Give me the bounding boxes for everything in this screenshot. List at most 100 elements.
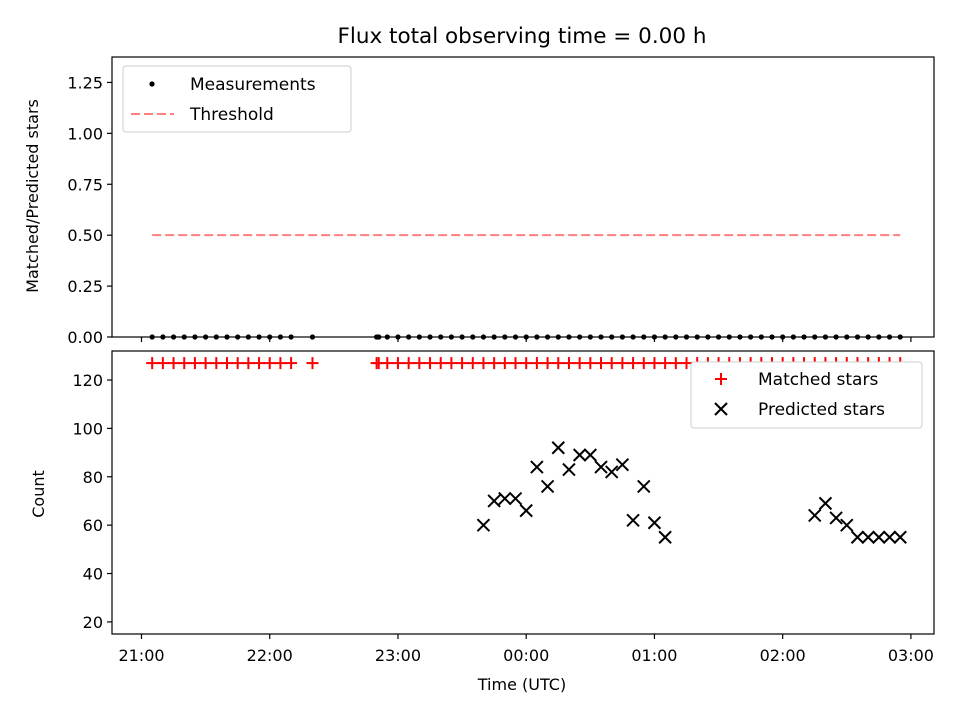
matched-star-marker: [488, 357, 501, 370]
matched-star-marker: [274, 357, 287, 370]
bottom-x-tick-label: 21:00: [118, 646, 164, 665]
bottom-y-tick-label: 40: [83, 565, 103, 584]
predicted-star-marker: [658, 530, 672, 544]
predicted-star-marker: [562, 462, 576, 477]
legend-label-threshold: Threshold: [189, 105, 274, 125]
matched-star-marker: [413, 357, 426, 370]
predicted-star-marker: [572, 448, 587, 462]
legend-marker-measurements: [149, 81, 155, 87]
matched-star-marker: [616, 357, 629, 370]
matched-star-marker: [445, 357, 458, 370]
top-legend: Measurements Threshold: [122, 65, 352, 133]
predicted-star-marker: [498, 491, 512, 506]
predicted-star-marker: [861, 530, 875, 544]
matched-star-marker: [424, 357, 437, 370]
predicted-star-marker: [519, 503, 533, 518]
matched-star-marker: [637, 357, 650, 370]
predicted-star-marker: [476, 518, 491, 532]
predicted-star-marker: [508, 491, 523, 506]
bottom-plot-frame: [111, 350, 935, 635]
matched-star-marker: [306, 357, 319, 370]
bottom-y-tick-label: 60: [83, 516, 103, 535]
matched-star-marker: [231, 357, 244, 370]
matched-star-marker: [595, 357, 608, 370]
matched-star-marker: [242, 357, 255, 370]
top-panel: 0.00 0.25 0.50 0.75 1.00 1.25 Matched/Predict…: [23, 56, 935, 347]
matched-star-marker: [210, 357, 223, 370]
bottom-x-axis: 21:00 22:00 23:00 00:00 01:00 02:00 03:00: [118, 634, 934, 665]
matched-star-marker: [498, 357, 511, 370]
bottom-x-tick-label: 23:00: [375, 646, 421, 665]
figure-title: Flux total observing time = 0.00 h: [338, 24, 707, 49]
matched-star-marker: [562, 357, 575, 370]
predicted-star-marker: [530, 460, 544, 474]
bottom-x-tick-label: 00:00: [503, 646, 549, 665]
top-plot-frame: [111, 56, 935, 338]
bottom-x-tick-label: 01:00: [631, 646, 677, 665]
matched-star-marker: [199, 357, 212, 370]
predicted-star-marker: [604, 465, 619, 479]
predicted-star-marker: [829, 511, 843, 525]
matched-star-marker: [680, 357, 693, 370]
matched-star-marker: [552, 357, 565, 370]
matched-star-marker: [530, 357, 543, 370]
legend-label-predicted: Predicted stars: [758, 400, 885, 420]
predicted-star-marker: [637, 479, 651, 494]
predicted-star-marker: [850, 530, 865, 544]
predicted-star-marker: [615, 457, 630, 472]
bottom-legend: Matched stars Predicted stars: [690, 361, 923, 429]
matched-star-marker: [178, 357, 191, 370]
top-y-tick-label: 0.00: [67, 328, 103, 347]
matched-star-marker: [263, 357, 276, 370]
bottom-x-tick-label: 22:00: [247, 646, 293, 665]
matched-star-marker: [509, 357, 522, 370]
matched-star-marker: [391, 357, 404, 370]
matched-star-marker: [402, 357, 415, 370]
legend-label-measurements: Measurements: [190, 75, 316, 95]
matched-star-marker: [605, 357, 618, 370]
matched-star-marker: [627, 357, 640, 370]
bottom-y-tick-label: 20: [83, 613, 103, 632]
matched-star-marker: [146, 357, 159, 370]
predicted-star-marker: [540, 479, 555, 494]
matched-star-marker: [573, 357, 586, 370]
top-y-axis-label: Matched/Predicted stars: [23, 99, 42, 293]
top-y-tick-label: 1.00: [67, 124, 103, 143]
predicted-star-marker: [818, 496, 833, 511]
top-y-axis: 0.00 0.25 0.50 0.75 1.00 1.25: [67, 73, 912, 347]
matched-star-marker: [659, 357, 672, 370]
top-y-tick-label: 0.50: [67, 226, 103, 245]
matched-star-marker: [477, 357, 490, 370]
predicted-star-marker: [626, 513, 640, 528]
matched-star-marker: [381, 357, 394, 370]
matched-star-marker: [648, 357, 661, 370]
top-y-tick-label: 0.25: [67, 277, 103, 296]
matched-star-marker: [520, 357, 533, 370]
matched-star-marker: [466, 357, 479, 370]
predicted-star-marker: [583, 448, 598, 462]
matched-star-marker: [541, 357, 554, 370]
predicted-star-marker: [808, 508, 822, 523]
matched-star-marker: [285, 357, 298, 370]
predicted-star-marker: [594, 460, 608, 474]
matched-star-marker: [156, 357, 169, 370]
predicted-star-marker: [551, 441, 565, 455]
top-y-tick-label: 1.25: [67, 73, 103, 92]
bottom-x-tick-label: 03:00: [888, 646, 934, 665]
matched-star-marker: [220, 357, 233, 370]
legend-marker-predicted: [714, 402, 728, 416]
bottom-y-axis-label: Count: [29, 470, 48, 518]
top-y-tick-label: 0.75: [67, 175, 103, 194]
predicted-star-marker: [487, 494, 501, 508]
matched-star-marker: [669, 357, 682, 370]
predicted-star-marker: [647, 516, 662, 530]
matched-star-marker: [253, 357, 266, 370]
matched-star-marker: [188, 357, 201, 370]
legend-marker-matched: [715, 373, 727, 385]
bottom-y-axis: 20 40 60 80 100 120: [72, 371, 112, 632]
matched-star-marker: [584, 357, 597, 370]
matched-star-marker: [456, 357, 469, 370]
predicted-stars-points: [476, 441, 907, 544]
bottom-y-tick-label: 120: [72, 371, 103, 390]
